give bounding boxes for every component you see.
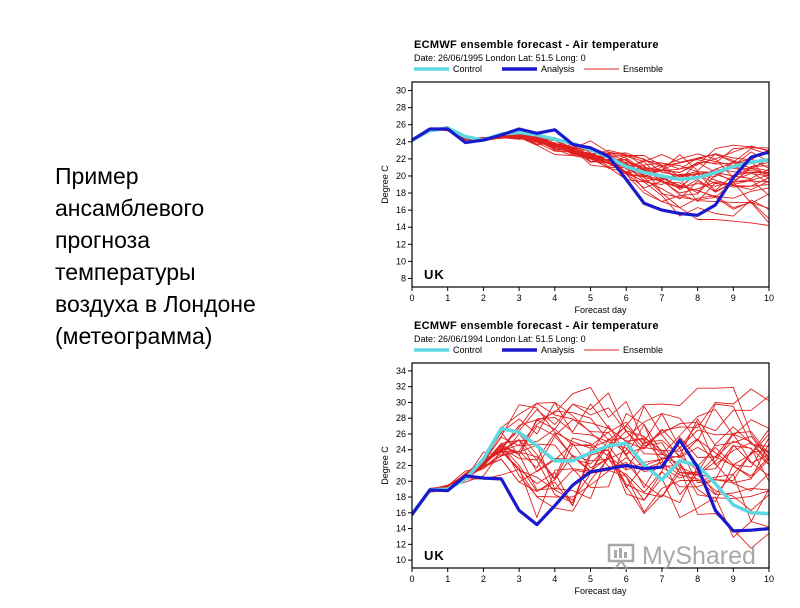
ensemble-member-line (412, 418, 769, 515)
analysis-line (412, 127, 769, 217)
caption-line: ансамблевого (55, 195, 205, 221)
legend-label-control: Control (453, 64, 482, 74)
x-tick-label: 6 (624, 574, 629, 584)
x-tick-label: 10 (764, 293, 774, 303)
ensemble-member-line (412, 443, 769, 549)
x-tick-label: 6 (624, 293, 629, 303)
x-tick-label: 0 (409, 293, 414, 303)
meteogram-1995-svg: ECMWF ensemble forecast - Air temperatur… (380, 39, 774, 315)
meteogram-1995: ECMWF ensemble forecast - Air temperatur… (372, 32, 792, 322)
y-tick-label: 14 (396, 524, 406, 534)
y-axis-label: Degree C (380, 165, 390, 204)
caption-line: температуры (55, 259, 196, 285)
caption-line: воздуха в Лондоне (55, 291, 256, 317)
x-tick-label: 2 (481, 574, 486, 584)
x-tick-label: 4 (552, 293, 557, 303)
legend-label-analysis: Analysis (541, 345, 575, 355)
x-tick-label: 3 (517, 293, 522, 303)
x-tick-label: 7 (659, 574, 664, 584)
y-tick-label: 28 (396, 413, 406, 423)
y-tick-label: 12 (396, 239, 406, 249)
x-tick-label: 5 (588, 293, 593, 303)
watermark-text: MyShared (642, 541, 756, 570)
ensemble-member-line (412, 449, 769, 538)
x-tick-label: 2 (481, 293, 486, 303)
y-tick-label: 30 (396, 397, 406, 407)
chart-title: ECMWF ensemble forecast - Air temperatur… (414, 39, 659, 51)
y-tick-label: 22 (396, 154, 406, 164)
region-label: UK (424, 267, 445, 282)
ensemble-member-line (412, 424, 769, 515)
y-tick-label: 10 (396, 555, 406, 565)
plot-frame (411, 362, 770, 569)
caption-line: (метеограмма) (55, 323, 213, 349)
legend-label-analysis: Analysis (541, 64, 575, 74)
x-tick-label: 1 (445, 574, 450, 584)
y-tick-label: 10 (396, 256, 406, 266)
series-group (412, 125, 769, 226)
x-tick-label: 1 (445, 293, 450, 303)
y-axis-label: Degree C (380, 446, 390, 485)
y-tick-label: 32 (396, 382, 406, 392)
y-tick-label: 22 (396, 461, 406, 471)
x-tick-label: 10 (764, 574, 774, 584)
y-tick-label: 24 (396, 445, 406, 455)
x-axis-label: Forecast day (574, 586, 627, 596)
legend-label-ensemble: Ensemble (623, 64, 663, 74)
y-tick-label: 24 (396, 137, 406, 147)
meteogram-1994: ECMWF ensemble forecast - Air temperatur… (372, 313, 792, 603)
region-label: UK (424, 548, 445, 563)
slide-caption: Пример ансамблевого прогноза температуры… (55, 160, 355, 352)
series-group (412, 386, 769, 549)
legend-label-ensemble: Ensemble (623, 345, 663, 355)
caption-line: прогноза (55, 227, 150, 253)
x-tick-label: 8 (695, 293, 700, 303)
y-tick-label: 18 (396, 492, 406, 502)
x-tick-label: 9 (731, 574, 736, 584)
y-tick-label: 12 (396, 539, 406, 549)
x-tick-label: 7 (659, 293, 664, 303)
x-tick-label: 5 (588, 574, 593, 584)
x-tick-label: 8 (695, 574, 700, 584)
presentation-icon (607, 543, 635, 570)
chart-subtitle: Date: 26/06/1994 London Lat: 51.5 Long: … (414, 334, 586, 344)
y-tick-label: 26 (396, 429, 406, 439)
ensemble-member-line (412, 395, 769, 515)
y-tick-label: 8 (401, 273, 406, 283)
y-tick-label: 20 (396, 476, 406, 486)
ensemble-member-line (412, 419, 769, 515)
y-tick-label: 14 (396, 222, 406, 232)
y-tick-label: 18 (396, 188, 406, 198)
y-tick-label: 16 (396, 508, 406, 518)
plot-frame (411, 81, 770, 288)
chart-subtitle: Date: 26/06/1995 London Lat: 51.5 Long: … (414, 53, 586, 63)
x-tick-label: 3 (517, 574, 522, 584)
y-tick-label: 30 (396, 86, 406, 96)
legend-label-control: Control (453, 345, 482, 355)
y-tick-label: 20 (396, 171, 406, 181)
x-tick-label: 0 (409, 574, 414, 584)
y-tick-label: 26 (396, 120, 406, 130)
x-tick-label: 4 (552, 574, 557, 584)
y-tick-label: 28 (396, 103, 406, 113)
control-line (412, 426, 769, 517)
analysis-line (412, 438, 769, 533)
caption-line: Пример (55, 163, 139, 189)
watermark: MyShared (606, 536, 776, 576)
x-axis-label: Forecast day (574, 305, 627, 315)
y-tick-label: 16 (396, 205, 406, 215)
x-tick-label: 9 (731, 293, 736, 303)
meteogram-1994-svg: ECMWF ensemble forecast - Air temperatur… (380, 320, 774, 596)
y-tick-label: 34 (396, 366, 406, 376)
chart-title: ECMWF ensemble forecast - Air temperatur… (414, 320, 659, 332)
